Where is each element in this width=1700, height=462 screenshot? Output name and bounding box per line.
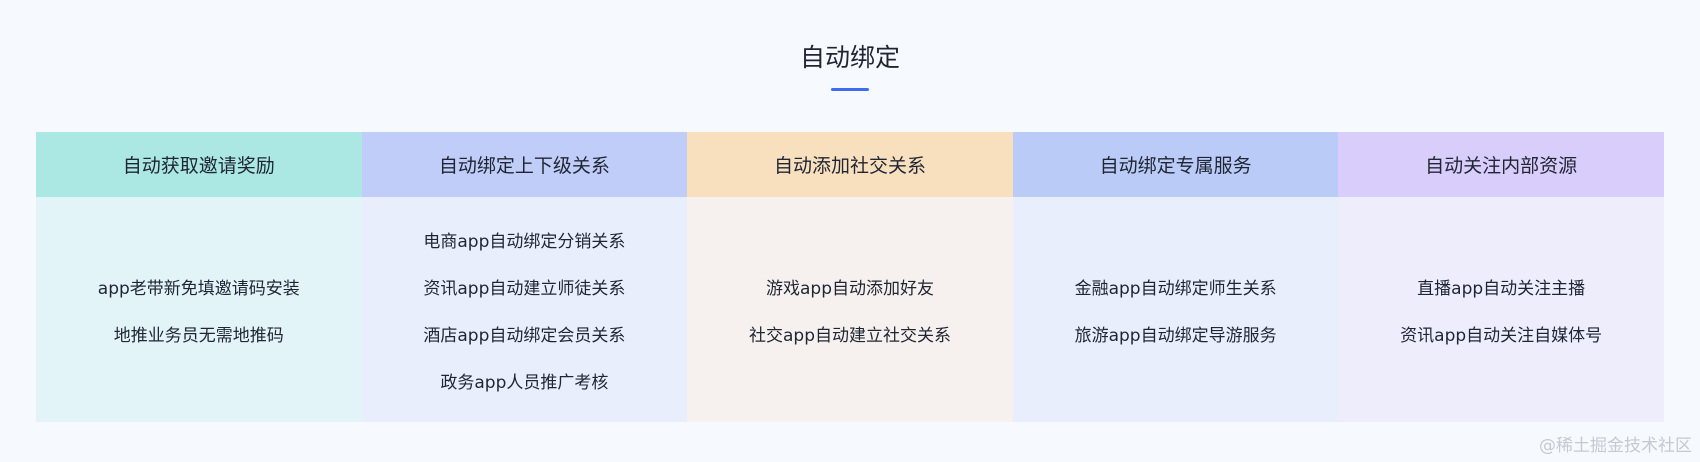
feature-column: 自动关注内部资源 直播app自动关注主播 资讯app自动关注自媒体号 <box>1338 132 1664 422</box>
feature-column: 自动绑定上下级关系 电商app自动绑定分销关系 资讯app自动建立师徒关系 酒店app… <box>361 132 688 422</box>
list-item: 旅游app自动绑定导游服务 <box>1074 325 1277 346</box>
column-header: 自动添加社交关系 <box>687 132 1013 197</box>
column-body: 电商app自动绑定分销关系 资讯app自动建立师徒关系 酒店app自动绑定会员关系政… <box>361 197 688 422</box>
list-item: 游戏app自动添加好友 <box>765 278 934 299</box>
list-item: 地推业务员无需地推码 <box>113 325 284 346</box>
list-item: app老带新免填邀请码安装 <box>97 278 300 299</box>
column-body: 直播app自动关注主播 资讯app自动关注自媒体号 <box>1338 197 1664 422</box>
column-body: app老带新免填邀请码安装 地推业务员无需地推码 <box>36 197 362 422</box>
section-title: 自动绑定 <box>799 43 900 72</box>
list-item: 资讯app自动关注自媒体号 <box>1400 325 1603 346</box>
feature-column: 自动添加社交关系 游戏app自动添加好友 社交app自动建立社交关系 <box>687 132 1013 422</box>
list-item: 直播app自动关注主播 <box>1417 278 1586 299</box>
column-header: 自动绑定专属服务 <box>1012 132 1339 197</box>
column-body: 游戏app自动添加好友 社交app自动建立社交关系 <box>687 197 1013 422</box>
list-item: 社交app自动建立社交关系 <box>748 325 951 346</box>
feature-table: 自动获取邀请奖励 app老带新免填邀请码安装 地推业务员无需地推码 自动绑定上下级关系… <box>36 132 1664 422</box>
feature-column: 自动绑定专属服务 金融app自动绑定师生关系 旅游app自动绑定导游服务 <box>1012 132 1339 422</box>
column-header: 自动获取邀请奖励 <box>36 132 362 197</box>
column-header: 自动关注内部资源 <box>1338 132 1664 197</box>
title-underline <box>831 88 869 91</box>
list-item: 电商app自动绑定分销关系 <box>423 231 626 252</box>
column-header: 自动绑定上下级关系 <box>361 132 688 197</box>
feature-column: 自动获取邀请奖励 app老带新免填邀请码安装 地推业务员无需地推码 <box>36 132 362 422</box>
column-body: 金融app自动绑定师生关系 旅游app自动绑定导游服务 <box>1012 197 1339 422</box>
list-item: 金融app自动绑定师生关系 <box>1074 278 1277 299</box>
watermark: @稀土掘金技术社区 <box>1539 436 1692 456</box>
list-item: 政务app人员推广考核 <box>440 372 609 393</box>
list-item: 资讯app自动建立师徒关系 <box>423 278 626 299</box>
list-item: 酒店app自动绑定会员关系 <box>423 325 626 346</box>
